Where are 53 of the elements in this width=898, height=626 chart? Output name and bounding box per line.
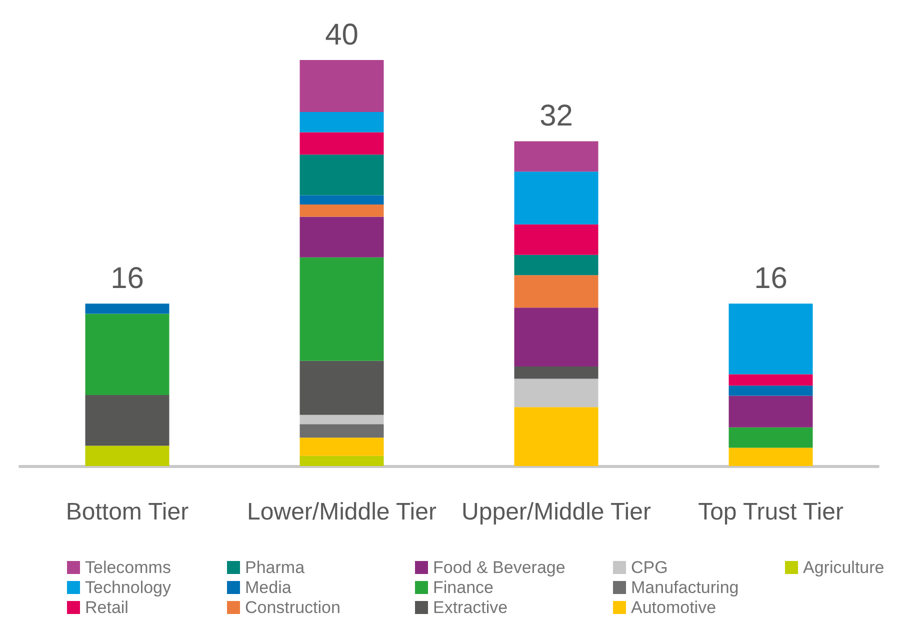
legend-label: Automotive [631,598,716,617]
bar [85,314,170,395]
legend-label: Agriculture [803,558,884,577]
bar [300,154,384,196]
bar [300,204,384,217]
annotation: 40 [325,18,358,52]
bar [514,378,598,408]
x-tick-label: Bottom Tier [66,498,189,526]
bar [85,446,170,466]
bar [728,304,813,374]
legend-label: Media [245,578,292,597]
bar [300,360,384,415]
bar [300,456,384,466]
legend-label: Pharma [245,558,306,577]
bar [514,172,598,224]
legend-label: CPG [631,558,668,577]
bar [300,132,384,155]
x-tick-label: Lower/Middle Tier [247,498,436,526]
legend-label: Food & Beverage [433,558,566,577]
bar [300,257,384,361]
bar [514,254,598,276]
x-tick-label: Upper/Middle Tier [462,498,651,526]
bar [514,224,598,255]
bar [300,195,384,205]
bar [514,366,598,379]
legend-label: Extractive [433,598,508,617]
bar [728,396,813,428]
legend-label: Retail [85,598,128,617]
bar [85,394,170,446]
bar [514,275,598,308]
annotation: 16 [754,262,788,296]
bar [728,386,813,396]
bar [300,216,384,258]
annotation: 16 [110,262,144,296]
bar [728,374,813,386]
legend-label: Technology [85,578,172,597]
bar [85,304,170,314]
bar [300,424,384,438]
bar [300,438,384,456]
bar [514,141,598,172]
bar [300,60,384,112]
legend-label: Construction [245,598,340,617]
bar [514,308,598,367]
bar [300,414,384,424]
legend-label: Finance [433,578,494,597]
legend-label: Manufacturing [631,578,739,597]
x-tick-label: Top Trust Tier [698,498,844,526]
bar [728,427,813,448]
legend-label: Telecomms [85,558,171,577]
bar [514,407,598,466]
bar [728,448,813,466]
annotation: 32 [540,100,573,133]
bar [300,112,384,132]
